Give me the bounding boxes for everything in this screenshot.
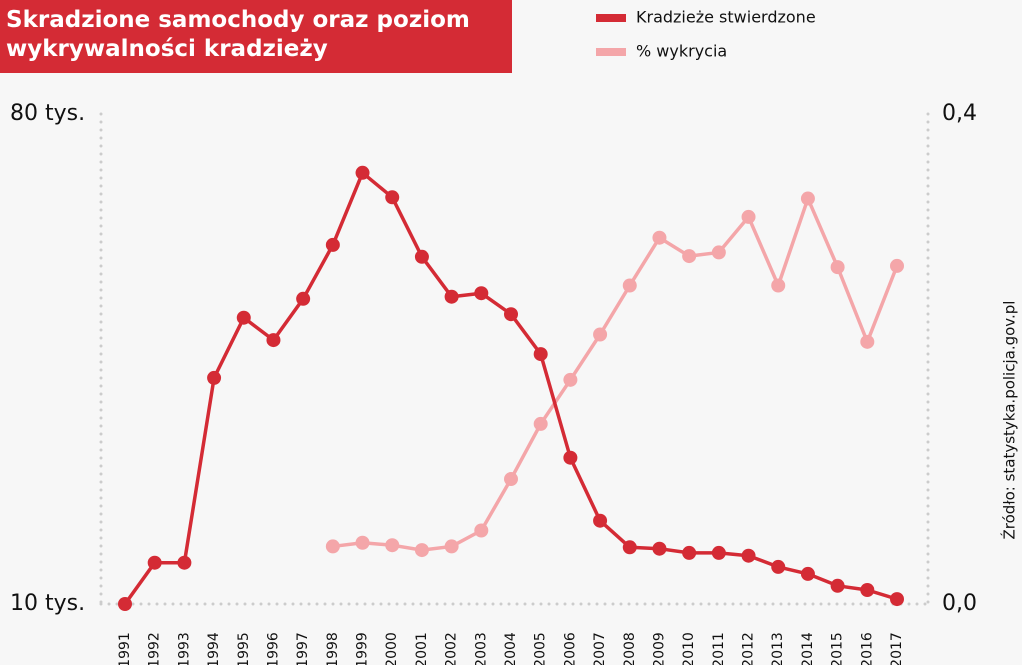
- x-tick-label: 2002: [444, 632, 460, 665]
- y2-tick-label: 0,0: [942, 591, 977, 616]
- x-tick-label: 1997: [295, 632, 311, 665]
- point: [860, 334, 875, 349]
- point: [325, 237, 340, 252]
- x-tick-label: 2014: [800, 632, 816, 665]
- x-tick-label: 2017: [889, 632, 905, 665]
- point: [652, 541, 667, 556]
- point: [622, 278, 637, 293]
- x-tick-label: 2006: [562, 632, 578, 665]
- x-tick-label: 1992: [147, 632, 163, 665]
- x-tick-label: 1994: [206, 632, 222, 665]
- x-tick-label: 2005: [533, 632, 549, 665]
- point: [830, 578, 845, 593]
- point: [890, 258, 904, 273]
- point: [860, 583, 875, 597]
- x-tick-label: 1993: [176, 632, 192, 665]
- point: [800, 191, 815, 206]
- y-tick-label: 80 tys.: [10, 101, 85, 126]
- point: [504, 307, 518, 322]
- point: [118, 597, 132, 611]
- point: [533, 347, 548, 362]
- x-tick-label: 2010: [681, 632, 697, 665]
- x-tick-label: 1998: [325, 632, 341, 665]
- point: [771, 559, 786, 574]
- x-tick-label: 1996: [265, 632, 281, 665]
- point: [236, 310, 251, 325]
- point: [622, 540, 637, 555]
- point: [830, 260, 845, 275]
- x-tick-label: 2008: [622, 632, 638, 665]
- point: [533, 416, 548, 431]
- x-tick-label: 2013: [770, 632, 786, 665]
- x-tick-label: 2012: [741, 632, 757, 665]
- point: [296, 291, 311, 306]
- point: [414, 543, 429, 558]
- point: [385, 190, 400, 205]
- source: Źródło: statystyka.policja.gov.pl: [1000, 301, 1019, 540]
- point: [147, 555, 162, 570]
- legend-swatch: [596, 14, 626, 22]
- x-tick-label: 2003: [473, 632, 489, 665]
- point: [890, 592, 904, 607]
- point: [563, 372, 578, 387]
- point: [593, 327, 608, 342]
- x-tick-label: 2015: [830, 632, 846, 665]
- point: [741, 209, 756, 224]
- x-tick-label: 2007: [592, 632, 608, 665]
- point: [207, 370, 222, 385]
- legend-swatch: [596, 48, 626, 56]
- x-tick-label: 2000: [384, 632, 400, 665]
- legend-label: % wykrycia: [636, 42, 727, 61]
- x-tick-label: 2001: [414, 632, 430, 665]
- legend-label: Kradzieże stwierdzone: [636, 8, 816, 27]
- point: [355, 535, 370, 550]
- point: [800, 566, 815, 581]
- point: [682, 545, 697, 560]
- chart-title: Skradzione samochody oraz poziom wykrywa…: [0, 0, 512, 73]
- y-tick-label: 10 tys.: [10, 591, 85, 616]
- point: [682, 249, 697, 264]
- point: [444, 539, 459, 554]
- point: [563, 450, 578, 465]
- point: [266, 333, 281, 348]
- y2-tick-label: 0,4: [942, 101, 977, 126]
- point: [652, 230, 667, 245]
- point: [325, 539, 340, 554]
- x-tick-label: 2011: [711, 632, 727, 665]
- x-tick-label: 1995: [236, 632, 252, 665]
- point: [177, 555, 192, 570]
- x-tick-label: 2009: [651, 632, 667, 665]
- point: [385, 538, 400, 553]
- point: [504, 472, 518, 487]
- point: [711, 545, 726, 560]
- point: [355, 165, 370, 180]
- point: [593, 513, 608, 528]
- x-tick-label: 2016: [859, 632, 875, 665]
- point: [771, 278, 786, 293]
- point: [474, 523, 489, 538]
- x-tick-label: 2004: [503, 632, 519, 665]
- point: [414, 249, 429, 264]
- point: [474, 286, 489, 301]
- point: [741, 548, 756, 563]
- x-tick-label: 1991: [117, 632, 133, 665]
- point: [711, 245, 726, 260]
- point: [444, 289, 459, 304]
- x-tick-label: 1999: [355, 632, 371, 665]
- series-line: [123, 171, 898, 606]
